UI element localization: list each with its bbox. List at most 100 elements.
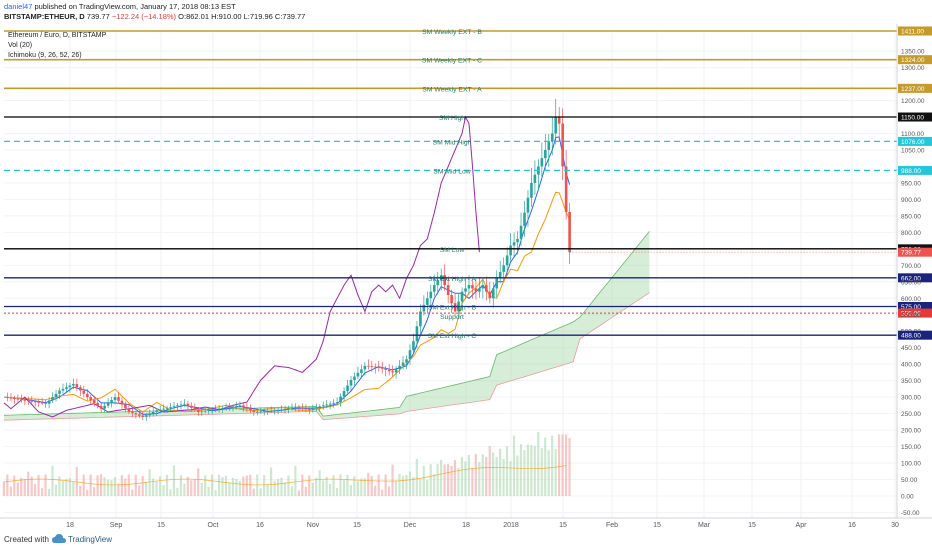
x-tick-label: Dec: [404, 522, 417, 529]
tradingview-link[interactable]: TradingView: [68, 535, 113, 544]
chart-title: Ethereum / Euro, D, BITSTAMP: [8, 32, 107, 39]
candle-body: [256, 411, 259, 413]
volume-bar: [30, 476, 33, 496]
volume-bar: [197, 468, 200, 496]
candle-body: [44, 403, 47, 404]
volume-bar: [259, 488, 262, 496]
price-label-bg: [898, 308, 932, 318]
candle-body: [155, 410, 158, 412]
volume-bar: [44, 474, 47, 496]
y-tick-label: 400.00: [901, 362, 921, 369]
price-chart[interactable]: SM Weekly EXT - B SM Weekly EXT - C SM Wee…: [0, 24, 932, 530]
volume-bar: [308, 475, 311, 496]
candle-body: [61, 388, 65, 391]
volume-bar: [158, 476, 162, 496]
y-tick-label: 1076.00: [901, 139, 925, 146]
y-tick-label: 0.00: [901, 494, 914, 501]
created-with: Created with: [4, 535, 49, 544]
volume-bar: [304, 486, 307, 496]
price-label-bg: [898, 165, 932, 175]
candle-body: [304, 408, 308, 410]
x-tick-label: 15: [157, 522, 165, 529]
candle-body: [446, 285, 450, 295]
volume-bar: [120, 475, 123, 496]
candle-body: [231, 406, 235, 408]
volume-bar: [86, 489, 89, 496]
candle-body: [217, 408, 221, 410]
candle-body: [249, 408, 252, 411]
level-label: SM High: [439, 115, 465, 122]
candle-body: [262, 411, 266, 413]
candle-body: [259, 411, 263, 413]
candle-body: [207, 410, 211, 412]
x-tick-label: Sep: [110, 522, 123, 529]
volume-bar: [276, 479, 280, 496]
x-tick-label: Nov: [307, 522, 320, 529]
volume-bar: [332, 475, 335, 496]
volume-bar: [394, 480, 398, 496]
volume-bar: [391, 464, 394, 496]
volume-bar: [252, 488, 255, 496]
volume-bar: [47, 488, 51, 496]
price-label-bg: [898, 136, 932, 146]
volume-bar: [499, 448, 502, 496]
price-label-bg: [898, 273, 932, 283]
volume-bar: [110, 480, 113, 496]
y-tick-label: 900.00: [901, 197, 921, 204]
volume-bar: [374, 485, 377, 496]
volume-bar: [512, 435, 516, 496]
y-tick-label: 200.00: [901, 428, 921, 435]
volume-bar: [471, 467, 474, 496]
volume-bar: [440, 459, 443, 496]
volume-bar: [263, 474, 266, 496]
volume-bar: [360, 478, 363, 496]
volume-bar: [54, 484, 58, 496]
candle-body: [505, 255, 509, 266]
candle-body: [273, 410, 276, 412]
volume-bar: [245, 475, 248, 496]
time-axis[interactable]: 18 Sep 15 Oct 16 Nov 15 Dec 18 2018 15 Feb 15 Mar 15 Ap…: [0, 517, 932, 529]
candle-body: [512, 242, 516, 246]
volume-bar: [13, 475, 16, 496]
candle-body: [221, 408, 224, 409]
volume-bar: [568, 437, 571, 496]
volume-bar: [554, 448, 557, 496]
y-tick-label: 1300.00: [901, 65, 925, 72]
candle-body: [533, 174, 537, 183]
candle-body: [432, 285, 436, 292]
y-tick-label: 450.00: [901, 345, 921, 352]
x-tick-label: Mar: [698, 522, 711, 529]
volume-bar: [72, 482, 75, 496]
y-tick-label: 650.00: [901, 279, 921, 286]
tenkan-line: [3, 136, 571, 415]
y-tick-label: 988.00: [901, 168, 921, 175]
volume-bar: [16, 482, 19, 496]
candle-body: [58, 390, 61, 394]
candle-body: [287, 408, 290, 410]
candle-body: [325, 404, 329, 406]
volume-bar: [436, 463, 439, 496]
tradingview-cloud-icon: [52, 534, 66, 543]
volume-bar: [23, 479, 26, 496]
x-tick-label: 15: [748, 522, 756, 529]
chikou-line: [3, 115, 480, 418]
volume-bar: [58, 476, 61, 496]
volume-bar: [124, 478, 127, 496]
candle-body: [294, 407, 297, 408]
volume-bar: [457, 467, 460, 496]
published-text: published on TradingView.com, January 17…: [34, 2, 236, 11]
candle-body: [321, 405, 325, 407]
candle-body: [245, 407, 249, 409]
volume-bar: [467, 454, 470, 496]
volume-bar: [193, 479, 196, 496]
volume-bar: [61, 481, 64, 496]
candle-body: [415, 326, 419, 342]
candle-body: [197, 409, 200, 412]
candle-body: [561, 123, 564, 167]
candle-body: [280, 409, 283, 411]
volume-bar: [464, 461, 467, 496]
volume-bar: [551, 435, 554, 496]
author-link[interactable]: daniel47: [4, 2, 33, 11]
x-tick-label: 18: [66, 522, 74, 529]
